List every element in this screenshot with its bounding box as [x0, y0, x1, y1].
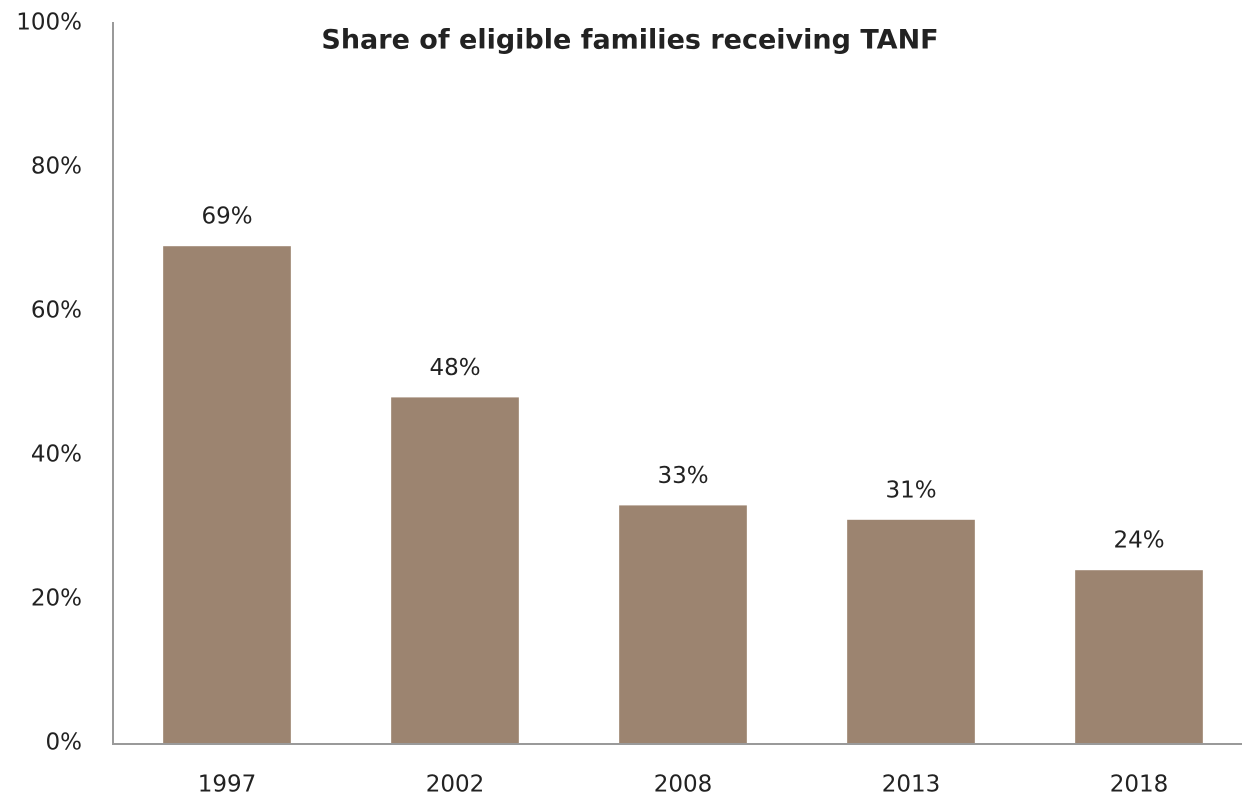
bar: [847, 519, 975, 743]
data-label: 48%: [429, 355, 480, 381]
y-tick-label: 20%: [31, 586, 82, 612]
y-tick-label: 100%: [16, 10, 82, 36]
x-tick-label: 2008: [654, 772, 713, 798]
data-label: 69%: [201, 204, 252, 230]
bar: [391, 397, 519, 743]
y-tick-label: 0%: [46, 730, 83, 756]
chart-title: Share of eligible families receiving TAN…: [321, 25, 938, 56]
bar: [1075, 570, 1203, 743]
x-tick-label: 1997: [198, 772, 257, 798]
x-tick-label: 2002: [426, 772, 485, 798]
y-tick-label: 40%: [31, 442, 82, 468]
x-tick-label: 2013: [882, 772, 941, 798]
data-label: 31%: [885, 477, 936, 503]
y-tick-label: 80%: [31, 154, 82, 180]
y-tick-label: 60%: [31, 298, 82, 324]
x-tick-label: 2018: [1110, 772, 1169, 798]
data-label: 24%: [1113, 528, 1164, 554]
data-label: 33%: [657, 463, 708, 489]
bar: [163, 246, 291, 743]
bar: [619, 505, 747, 743]
